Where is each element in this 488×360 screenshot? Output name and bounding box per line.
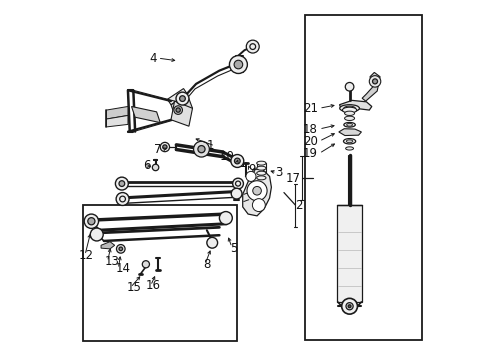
Circle shape xyxy=(174,106,182,114)
Polygon shape xyxy=(338,129,361,135)
Text: 11: 11 xyxy=(233,157,247,170)
Text: 20: 20 xyxy=(302,135,317,148)
Text: 10: 10 xyxy=(220,150,235,163)
Text: 7: 7 xyxy=(154,143,161,156)
Text: 18: 18 xyxy=(302,122,317,136)
Text: 5: 5 xyxy=(230,242,237,255)
Polygon shape xyxy=(171,101,192,126)
Text: 3: 3 xyxy=(274,166,282,179)
Circle shape xyxy=(193,141,209,157)
Text: 16: 16 xyxy=(145,279,161,292)
Circle shape xyxy=(179,96,185,102)
Circle shape xyxy=(230,154,244,167)
Polygon shape xyxy=(167,89,187,105)
Polygon shape xyxy=(171,94,192,120)
Circle shape xyxy=(341,298,357,314)
Circle shape xyxy=(116,193,129,206)
Text: 8: 8 xyxy=(203,258,210,271)
Circle shape xyxy=(252,186,261,195)
Circle shape xyxy=(115,177,128,190)
Ellipse shape xyxy=(343,106,355,111)
Circle shape xyxy=(245,171,255,181)
Circle shape xyxy=(119,247,122,251)
Ellipse shape xyxy=(344,116,354,121)
Circle shape xyxy=(152,164,159,171)
Circle shape xyxy=(234,60,242,69)
Circle shape xyxy=(246,40,259,53)
Circle shape xyxy=(176,92,188,105)
Ellipse shape xyxy=(343,122,355,127)
Ellipse shape xyxy=(256,161,265,165)
Circle shape xyxy=(84,214,99,228)
Text: 21: 21 xyxy=(302,102,317,115)
Ellipse shape xyxy=(346,140,352,143)
Text: 6: 6 xyxy=(143,159,151,172)
Polygon shape xyxy=(339,100,371,110)
Text: 15: 15 xyxy=(126,281,142,294)
Ellipse shape xyxy=(339,105,359,112)
Circle shape xyxy=(246,181,266,201)
Bar xyxy=(305,15,421,339)
Circle shape xyxy=(231,188,242,199)
Text: 4: 4 xyxy=(149,51,156,64)
Bar xyxy=(336,205,362,302)
Circle shape xyxy=(234,158,240,164)
Text: 12: 12 xyxy=(79,249,94,262)
Circle shape xyxy=(219,212,232,225)
Polygon shape xyxy=(242,169,271,216)
Text: 14: 14 xyxy=(115,262,130,275)
Ellipse shape xyxy=(256,171,265,175)
Circle shape xyxy=(229,55,247,73)
Text: 9: 9 xyxy=(247,163,255,176)
Polygon shape xyxy=(101,242,115,249)
Text: 2: 2 xyxy=(295,199,302,212)
Text: 17: 17 xyxy=(285,172,301,185)
Polygon shape xyxy=(362,72,379,101)
Bar xyxy=(83,205,237,341)
Circle shape xyxy=(88,218,95,225)
Polygon shape xyxy=(106,107,128,119)
Ellipse shape xyxy=(345,147,353,150)
Circle shape xyxy=(90,228,103,241)
Circle shape xyxy=(345,82,353,91)
Ellipse shape xyxy=(344,111,354,116)
Circle shape xyxy=(176,108,180,112)
Polygon shape xyxy=(106,116,128,127)
Circle shape xyxy=(142,261,149,268)
Ellipse shape xyxy=(256,176,265,180)
Circle shape xyxy=(372,79,377,84)
Ellipse shape xyxy=(342,107,356,113)
Circle shape xyxy=(368,76,380,87)
Circle shape xyxy=(198,145,204,153)
Ellipse shape xyxy=(343,139,355,144)
Polygon shape xyxy=(131,107,160,123)
Circle shape xyxy=(119,181,124,186)
Text: 19: 19 xyxy=(302,147,317,160)
Circle shape xyxy=(346,303,352,310)
Circle shape xyxy=(347,305,350,308)
Circle shape xyxy=(163,145,167,149)
Circle shape xyxy=(252,199,265,212)
Circle shape xyxy=(206,237,217,248)
Text: 13: 13 xyxy=(104,255,119,268)
Ellipse shape xyxy=(346,123,352,126)
Text: 1: 1 xyxy=(206,139,214,152)
Circle shape xyxy=(232,178,243,189)
Circle shape xyxy=(160,142,169,152)
Ellipse shape xyxy=(256,166,265,170)
Circle shape xyxy=(116,244,125,253)
